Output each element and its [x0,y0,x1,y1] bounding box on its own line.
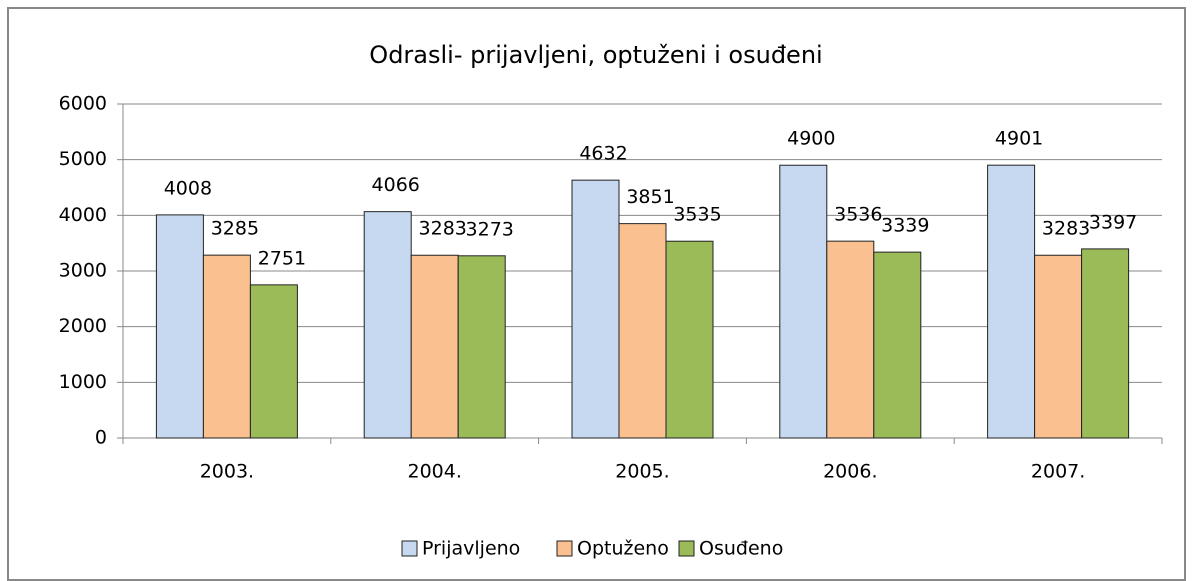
data-label: 4900 [787,128,835,150]
legend-label: Optuženo [577,538,669,560]
y-tick-label: 5000 [59,148,107,170]
bar [571,179,620,439]
legend-label: Osuđeno [699,538,783,560]
x-tick-label: 2006. [823,461,877,483]
x-tick-label: 2007. [1031,461,1085,483]
bar [779,164,828,439]
x-tick-label: 2004. [407,461,461,483]
bar [826,240,875,439]
x-tick-label: 2005. [615,461,669,483]
data-label: 3851 [626,186,674,208]
data-label: 2751 [258,247,306,269]
bar [873,251,922,439]
y-tick-label: 0 [95,427,107,449]
x-tick-label: 2003. [200,461,254,483]
bar [155,214,204,439]
data-label: 3283 [419,218,467,240]
y-tick-label: 4000 [59,204,107,226]
data-label: 4066 [372,174,420,196]
data-label: 3285 [211,218,259,240]
bar [665,240,714,439]
bar [410,254,459,439]
data-label: 3535 [673,204,721,226]
data-label: 4901 [995,128,1043,150]
chart-title: Odrasli- prijavljeni, optuženi i osuđeni [369,41,822,69]
y-tick-label: 3000 [59,260,107,282]
data-label: 3397 [1089,211,1137,233]
y-tick-label: 6000 [59,93,107,115]
data-label: 3339 [881,215,929,237]
legend-swatch [556,540,573,557]
bar [987,164,1036,439]
data-label: 3273 [466,218,514,240]
bar [202,254,251,439]
legend-label: Prijavljeno [422,538,520,560]
data-label: 4632 [579,143,627,165]
y-tick-label: 2000 [59,315,107,337]
data-label: 3536 [834,204,882,226]
legend-swatch [401,540,418,557]
data-label: 4008 [164,177,212,199]
bar [457,255,506,439]
data-label: 3283 [1042,218,1090,240]
legend-swatch [678,540,695,557]
y-tick-label: 1000 [59,371,107,393]
bar [249,284,298,439]
bar [1081,248,1130,439]
bar [363,211,412,439]
bar [618,223,667,439]
bar [1034,254,1083,439]
